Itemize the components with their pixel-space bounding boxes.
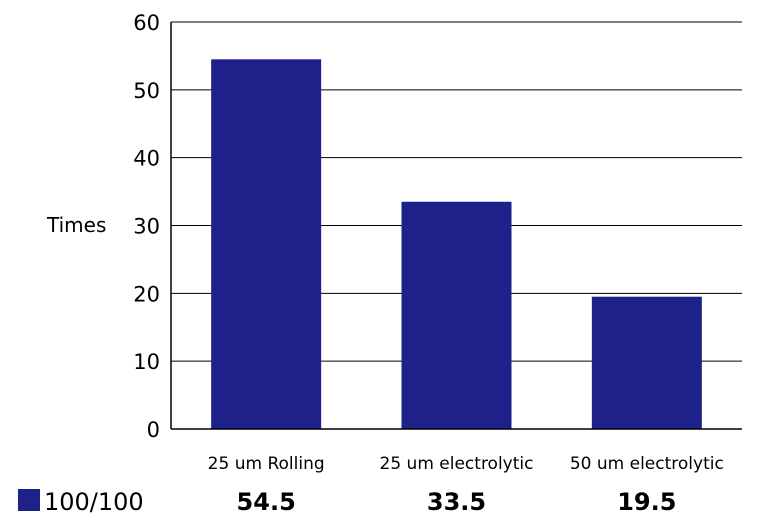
y-tick-label-20: 20: [133, 282, 160, 306]
table-value-3: 19.5: [617, 488, 676, 516]
x-category-label-2: 25 um electrolytic: [380, 454, 534, 474]
y-tick-label-60: 60: [133, 11, 160, 35]
table-value-2: 33.5: [427, 488, 486, 516]
y-axis-title: Times: [46, 213, 106, 237]
legend-series-name: 100/100: [44, 488, 144, 516]
y-tick-label-40: 40: [133, 147, 160, 171]
y-tick-label-50: 50: [133, 79, 160, 103]
x-category-labels: 25 um Rolling 25 um electrolytic 50 um ele…: [208, 454, 724, 474]
axes: [170, 22, 742, 430]
bar-2: [401, 201, 512, 429]
data-table: 100/100 54.5 33.5 19.5: [18, 488, 676, 516]
y-tick-label-0: 0: [147, 418, 160, 442]
x-category-label-1: 25 um Rolling: [208, 454, 325, 474]
bars: [211, 59, 702, 429]
y-tick-label-30: 30: [133, 215, 160, 239]
y-tick-label-10: 10: [133, 350, 160, 374]
bar-3: [591, 296, 702, 429]
table-value-1: 54.5: [237, 488, 296, 516]
bar-1: [211, 59, 322, 429]
x-category-label-3: 50 um electrolytic: [570, 454, 724, 474]
legend-swatch: [18, 489, 40, 511]
y-tick-labels: 0 10 20 30 40 50 60: [133, 11, 160, 442]
